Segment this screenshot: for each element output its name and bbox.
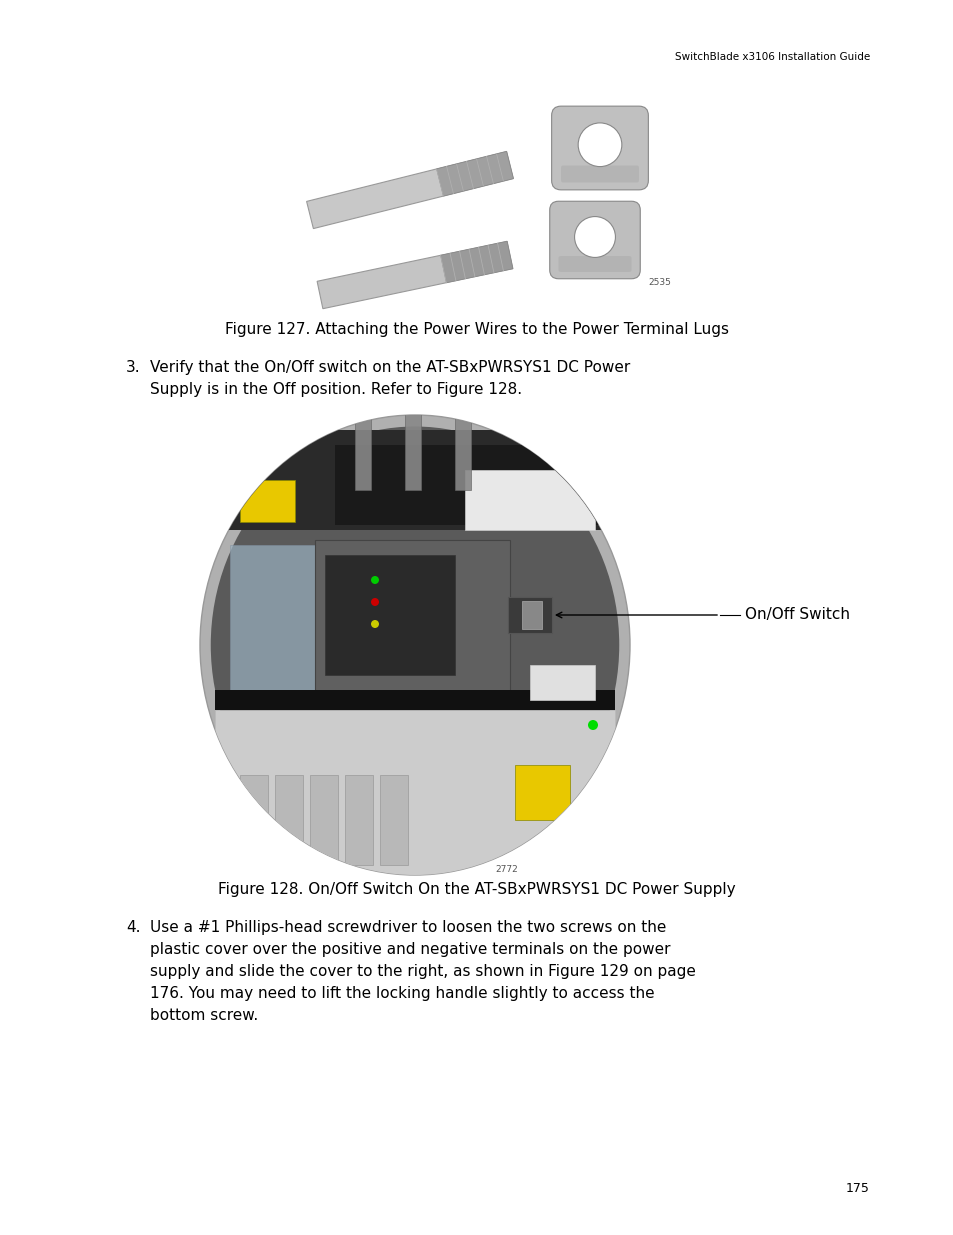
Bar bbox=[530, 664, 595, 700]
Circle shape bbox=[371, 576, 378, 584]
Text: 4.: 4. bbox=[126, 920, 140, 935]
Text: Use a #1 Phillips-head screwdriver to loosen the two screws on the: Use a #1 Phillips-head screwdriver to lo… bbox=[150, 920, 666, 935]
Bar bbox=[274, 776, 303, 864]
Bar bbox=[214, 710, 615, 881]
Text: SwitchBlade x3106 Installation Guide: SwitchBlade x3106 Installation Guide bbox=[674, 52, 869, 62]
Bar bbox=[379, 776, 408, 864]
Text: 175: 175 bbox=[845, 1182, 869, 1195]
Text: 3.: 3. bbox=[126, 359, 140, 375]
Text: bottom screw.: bottom screw. bbox=[150, 1008, 258, 1023]
Bar bbox=[310, 776, 337, 864]
Text: 2535: 2535 bbox=[647, 278, 670, 287]
Bar bbox=[455, 410, 471, 490]
Text: 2772: 2772 bbox=[495, 864, 517, 874]
Circle shape bbox=[371, 620, 378, 629]
Text: Figure 128. On/Off Switch On the AT-SBxPWRSYS1 DC Power Supply: Figure 128. On/Off Switch On the AT-SBxP… bbox=[218, 882, 735, 897]
Text: Figure 127. Attaching the Power Wires to the Power Terminal Lugs: Figure 127. Attaching the Power Wires to… bbox=[225, 322, 728, 337]
Bar bbox=[345, 776, 373, 864]
Circle shape bbox=[578, 124, 621, 167]
Text: Verify that the On/Off switch on the AT-SBxPWRSYS1 DC Power: Verify that the On/Off switch on the AT-… bbox=[150, 359, 630, 375]
Text: supply and slide the cover to the right, as shown in Figure 129 on page: supply and slide the cover to the right,… bbox=[150, 965, 695, 979]
Bar bbox=[521, 601, 541, 629]
Bar bbox=[507, 597, 552, 634]
Polygon shape bbox=[440, 241, 513, 283]
Bar bbox=[355, 410, 371, 490]
FancyBboxPatch shape bbox=[551, 106, 648, 190]
Ellipse shape bbox=[200, 415, 629, 876]
Bar bbox=[314, 540, 510, 700]
Bar bbox=[240, 480, 294, 522]
Bar bbox=[230, 545, 314, 700]
Polygon shape bbox=[436, 152, 513, 196]
Bar bbox=[464, 471, 595, 530]
Circle shape bbox=[574, 216, 615, 257]
FancyBboxPatch shape bbox=[560, 165, 639, 183]
Text: 176. You may need to lift the locking handle slightly to access the: 176. You may need to lift the locking ha… bbox=[150, 986, 654, 1002]
FancyBboxPatch shape bbox=[558, 256, 631, 272]
Bar bbox=[405, 410, 420, 490]
Text: plastic cover over the positive and negative terminals on the power: plastic cover over the positive and nega… bbox=[150, 942, 670, 957]
FancyBboxPatch shape bbox=[549, 201, 639, 279]
Bar bbox=[214, 690, 615, 710]
Ellipse shape bbox=[211, 426, 618, 863]
Bar bbox=[240, 776, 268, 864]
Polygon shape bbox=[306, 152, 513, 228]
Circle shape bbox=[587, 720, 598, 730]
Polygon shape bbox=[316, 241, 513, 309]
Bar bbox=[335, 445, 604, 525]
Text: Supply is in the Off position. Refer to Figure 128.: Supply is in the Off position. Refer to … bbox=[150, 382, 521, 396]
Bar bbox=[214, 430, 615, 530]
Bar bbox=[515, 764, 569, 820]
Circle shape bbox=[371, 598, 378, 606]
Text: On/Off Switch: On/Off Switch bbox=[744, 608, 849, 622]
Bar bbox=[325, 555, 455, 676]
